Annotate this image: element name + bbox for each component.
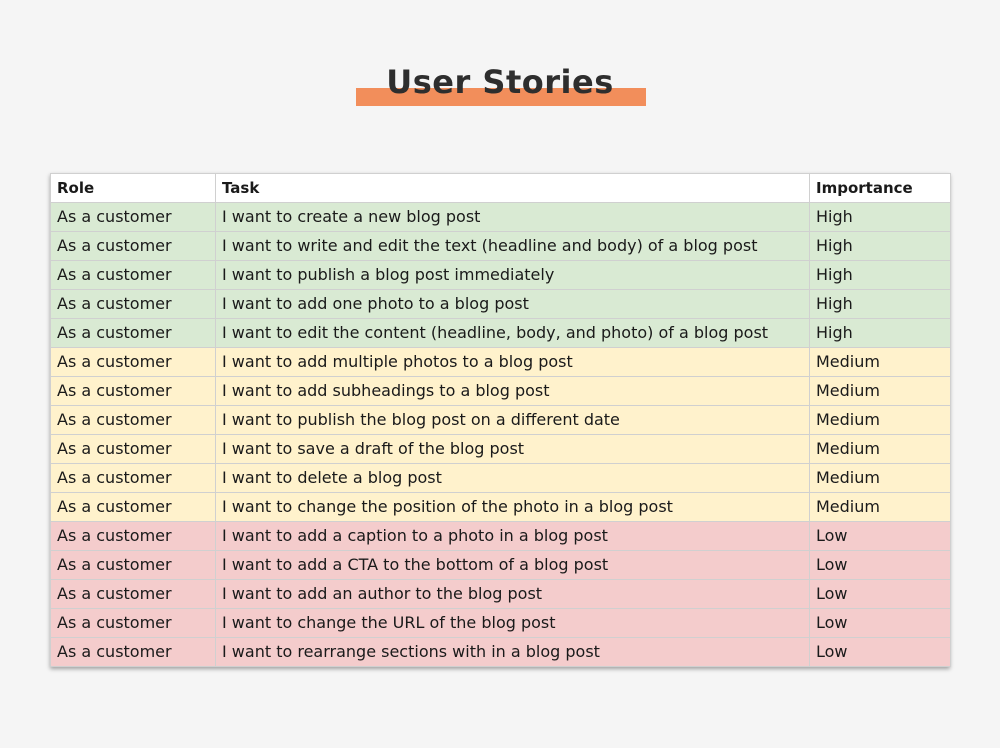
cell-importance: Low [809, 550, 951, 580]
cell-task: I want to edit the content (headline, bo… [215, 318, 810, 348]
cell-role: As a customer [50, 231, 216, 261]
cell-task: I want to add a CTA to the bottom of a b… [215, 550, 810, 580]
cell-role: As a customer [50, 434, 216, 464]
table-row: As a customer I want to create a new blog… [50, 202, 951, 232]
cell-task: I want to add subheadings to a blog post [215, 376, 810, 406]
cell-task: I want to delete a blog post [215, 463, 810, 493]
cell-role: As a customer [50, 579, 216, 609]
page-title: User Stories [386, 63, 614, 101]
cell-task: I want to change the position of the pho… [215, 492, 810, 522]
column-header-role: Role [50, 173, 216, 203]
cell-importance: Medium [809, 347, 951, 377]
table-row: As a customer I want to delete a blog pos… [50, 463, 951, 493]
cell-role: As a customer [50, 376, 216, 406]
table-row: As a customer I want to add subheadings t… [50, 376, 951, 406]
cell-importance: High [809, 231, 951, 261]
title-block: User Stories [0, 62, 1000, 112]
cell-role: As a customer [50, 492, 216, 522]
table-row: As a customer I want to publish the blog … [50, 405, 951, 435]
cell-importance: High [809, 202, 951, 232]
table-row: As a customer I want to add multiple phot… [50, 347, 951, 377]
cell-role: As a customer [50, 521, 216, 551]
column-header-task: Task [215, 173, 810, 203]
cell-role: As a customer [50, 202, 216, 232]
table-row: As a customer I want to change the URL of… [50, 608, 951, 638]
table-row: As a customer I want to add an author to … [50, 579, 951, 609]
cell-task: I want to rearrange sections with in a b… [215, 637, 810, 667]
cell-importance: High [809, 260, 951, 290]
cell-role: As a customer [50, 260, 216, 290]
cell-task: I want to save a draft of the blog post [215, 434, 810, 464]
table-row: As a customer I want to add a CTA to the … [50, 550, 951, 580]
cell-importance: Low [809, 608, 951, 638]
cell-task: I want to publish a blog post immediatel… [215, 260, 810, 290]
cell-task: I want to create a new blog post [215, 202, 810, 232]
cell-importance: Medium [809, 376, 951, 406]
table-row: As a customer I want to edit the content … [50, 318, 951, 348]
cell-importance: Medium [809, 434, 951, 464]
cell-role: As a customer [50, 318, 216, 348]
cell-task: I want to write and edit the text (headl… [215, 231, 810, 261]
cell-importance: Low [809, 579, 951, 609]
cell-task: I want to add a caption to a photo in a … [215, 521, 810, 551]
user-stories-table: Role Task Importance As a customer I want… [50, 173, 951, 667]
table-row: As a customer I want to change the positi… [50, 492, 951, 522]
cell-importance: High [809, 318, 951, 348]
cell-importance: Low [809, 637, 951, 667]
cell-importance: Low [809, 521, 951, 551]
cell-importance: Medium [809, 463, 951, 493]
cell-importance: Medium [809, 405, 951, 435]
cell-role: As a customer [50, 463, 216, 493]
title-underline-bar [356, 88, 646, 106]
cell-importance: High [809, 289, 951, 319]
cell-task: I want to publish the blog post on a dif… [215, 405, 810, 435]
table-header-row: Role Task Importance [50, 173, 951, 203]
cell-task: I want to change the URL of the blog pos… [215, 608, 810, 638]
cell-role: As a customer [50, 405, 216, 435]
table-row: As a customer I want to publish a blog po… [50, 260, 951, 290]
table-row: As a customer I want to write and edit th… [50, 231, 951, 261]
cell-role: As a customer [50, 347, 216, 377]
cell-task: I want to add an author to the blog post [215, 579, 810, 609]
table-body: As a customer I want to create a new blog… [50, 202, 951, 667]
table-row: As a customer I want to add a caption to … [50, 521, 951, 551]
cell-role: As a customer [50, 289, 216, 319]
table-row: As a customer I want to save a draft of t… [50, 434, 951, 464]
cell-role: As a customer [50, 608, 216, 638]
table-row: As a customer I want to add one photo to … [50, 289, 951, 319]
table-row: As a customer I want to rearrange section… [50, 637, 951, 667]
cell-task: I want to add multiple photos to a blog … [215, 347, 810, 377]
column-header-importance: Importance [809, 173, 951, 203]
cell-importance: Medium [809, 492, 951, 522]
user-stories-table-container: Role Task Importance As a customer I want… [50, 173, 951, 667]
cell-role: As a customer [50, 550, 216, 580]
cell-role: As a customer [50, 637, 216, 667]
cell-task: I want to add one photo to a blog post [215, 289, 810, 319]
